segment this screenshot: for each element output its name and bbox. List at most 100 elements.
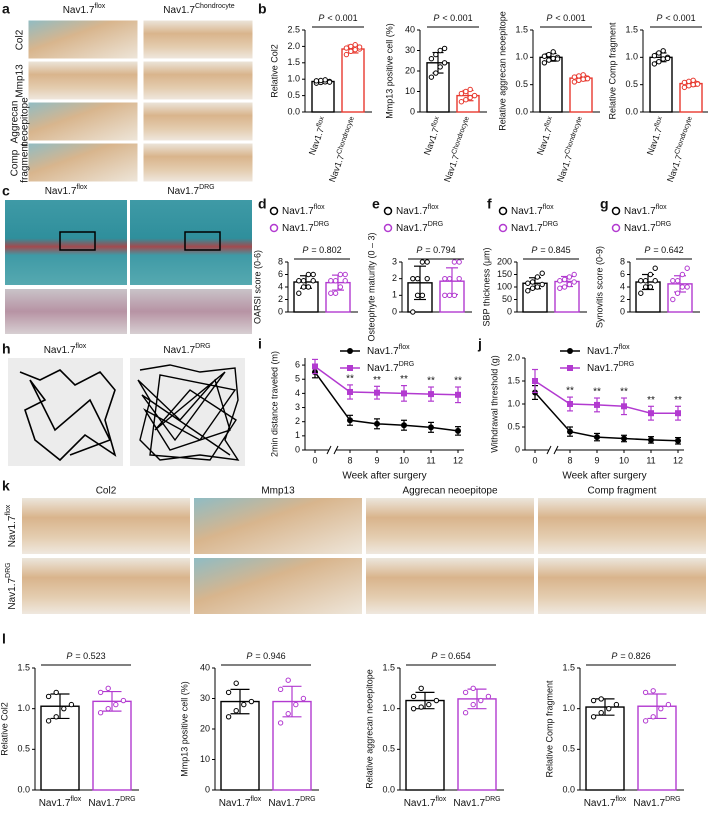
y-tick-label: 2.0 xyxy=(507,352,520,362)
data-point xyxy=(225,714,232,720)
significance-label: ** xyxy=(674,395,682,406)
data-point xyxy=(561,284,568,290)
p-symbol: P xyxy=(318,13,324,23)
y-tick-label: 0.0 xyxy=(562,784,575,794)
legend-marker xyxy=(347,365,353,371)
name-sup: DRG xyxy=(485,796,501,803)
data-point xyxy=(348,43,354,50)
data-point xyxy=(665,701,672,708)
data-point xyxy=(539,270,545,276)
y-axis-label: SBP thickness (μm) xyxy=(481,247,491,326)
data-point xyxy=(305,271,312,278)
data-point xyxy=(550,49,556,55)
x-tick-label: Nav1.7flox xyxy=(219,796,262,808)
y-tick-label: 0.5 xyxy=(287,90,300,100)
name-base: Nav1.7 xyxy=(327,153,346,183)
data-point xyxy=(642,718,649,724)
y-tick-label: 1.5 xyxy=(287,57,300,67)
panel-letter: f xyxy=(487,196,492,212)
name-base: Nav1.7 xyxy=(645,126,664,156)
x-tick-label: Nav1.7Chondrocyte xyxy=(441,116,475,184)
y-axis-label: Withdrawal threshold (g) xyxy=(489,355,499,453)
row-label: neoepitope xyxy=(20,97,31,147)
series-line xyxy=(314,365,459,396)
legend-label: Nav1.7DRG xyxy=(511,221,558,233)
data-point xyxy=(621,403,627,410)
data-point xyxy=(554,56,561,62)
data-point xyxy=(356,44,363,50)
data-point xyxy=(446,292,453,299)
y-tick-label: 150 xyxy=(497,269,512,279)
row-label: Mmp13 xyxy=(15,64,26,98)
histology-image xyxy=(194,498,362,554)
significance-label: ** xyxy=(566,386,574,397)
p-symbol: P xyxy=(433,13,439,23)
histology-image xyxy=(538,558,706,614)
name-sup: DRG xyxy=(399,361,415,368)
x-tick-label: Nav1.7flox xyxy=(644,115,668,156)
name-base: Nav1.7 xyxy=(396,223,428,234)
data-point xyxy=(650,714,656,720)
data-point xyxy=(424,275,430,282)
legend-label: Nav1.7flox xyxy=(396,204,439,216)
data-point xyxy=(606,705,612,712)
data-point xyxy=(233,680,239,686)
data-point xyxy=(241,701,247,708)
histology-image xyxy=(22,498,190,554)
p-value: P = 0.523 xyxy=(66,651,105,661)
legend-marker xyxy=(611,223,621,233)
data-point xyxy=(285,677,291,683)
data-point xyxy=(576,77,582,83)
data-point xyxy=(463,97,469,103)
error-bar xyxy=(50,693,70,720)
data-point xyxy=(310,278,316,284)
p-value: P < 0.001 xyxy=(656,13,695,23)
data-point xyxy=(525,288,531,294)
y-axis-label: Relative Comp fragment xyxy=(607,22,617,120)
y-axis-label: 2min distance traveled (m) xyxy=(269,351,279,457)
legend-label: Nav1.7DRG xyxy=(282,221,329,233)
y-axis-label: Relative aggrecan neoepitope xyxy=(497,11,507,131)
x-tick-label: 0 xyxy=(312,455,317,465)
y-tick-label: 0 xyxy=(392,306,397,316)
name-base: Nav1.7 xyxy=(88,798,120,809)
y-tick-label: 1.0 xyxy=(287,74,300,84)
p-value: P = 0.946 xyxy=(246,651,285,661)
column-header: Nav1.7flox xyxy=(45,184,88,196)
x-tick-label: 9 xyxy=(374,455,379,465)
y-tick-label: 1 xyxy=(295,430,300,440)
data-point xyxy=(337,284,344,290)
x-tick-label: 9 xyxy=(594,455,599,465)
name-base: Nav1.7 xyxy=(219,798,251,809)
significance-label: ** xyxy=(620,387,628,398)
y-tick-label: 1.0 xyxy=(515,52,528,62)
data-point xyxy=(670,278,676,284)
data-point xyxy=(584,75,591,82)
data-point xyxy=(332,278,339,284)
data-point xyxy=(656,50,662,56)
x-axis-label: Week after surgery xyxy=(342,471,426,482)
name-sup: DRG xyxy=(665,796,681,803)
y-tick-label: 1 xyxy=(392,290,397,300)
significance-label: ** xyxy=(427,376,435,387)
series-line xyxy=(314,371,459,432)
y-tick-label: 0.5 xyxy=(507,421,520,431)
zoom-box xyxy=(184,231,221,251)
data-point xyxy=(529,285,536,291)
data-point xyxy=(342,278,348,284)
name-sup: flox xyxy=(428,204,439,211)
data-point xyxy=(419,259,426,265)
data-point xyxy=(419,292,426,299)
error-bar xyxy=(414,265,426,301)
histology-image xyxy=(5,200,127,285)
data-point xyxy=(690,77,696,83)
data-point xyxy=(478,697,484,704)
data-point xyxy=(53,689,59,696)
legend-label: Nav1.7flox xyxy=(624,204,667,216)
data-point xyxy=(424,259,430,265)
trajectories xyxy=(8,358,245,466)
y-tick-label: 3 xyxy=(295,402,300,412)
data-point xyxy=(401,390,407,397)
y-axis-label: OARSI score (0-6) xyxy=(252,250,262,324)
data-point xyxy=(675,410,681,417)
